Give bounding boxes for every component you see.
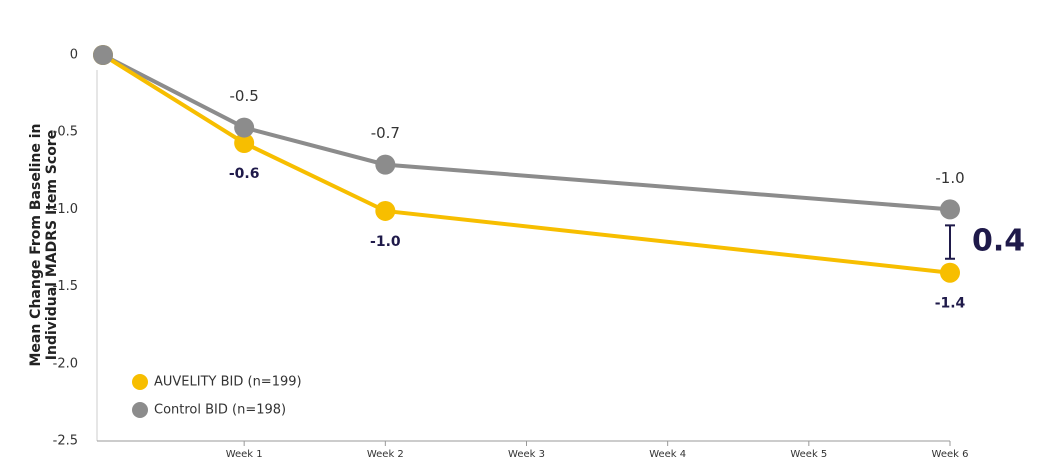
legend-marker <box>132 402 148 418</box>
difference-bracket <box>945 224 955 260</box>
y-axis-label: Mean Change From Baseline in <box>28 123 44 366</box>
data-point <box>93 45 113 65</box>
x-tick-label: Week 1 <box>226 449 263 460</box>
x-tick-label: Week 3 <box>508 449 545 460</box>
value-label: -0.7 <box>371 124 400 142</box>
value-label: -0.5 <box>230 87 259 105</box>
value-label: -1.0 <box>935 169 964 187</box>
data-point <box>375 200 396 221</box>
y-tick-label: -1.0 <box>53 202 78 217</box>
y-tick-label: -0.5 <box>53 125 78 140</box>
series-line <box>101 53 951 275</box>
data-point <box>234 117 255 138</box>
legend-label: AUVELITY BID (n=199) <box>154 375 302 390</box>
x-tick-label: Week 6 <box>932 449 969 460</box>
data-point <box>940 199 960 220</box>
y-tick-label: -1.5 <box>53 279 78 294</box>
legend-label: Control BID (n=198) <box>154 403 286 418</box>
data-point <box>940 262 960 283</box>
y-tick-label: 0 <box>70 48 78 63</box>
value-label: -0.6 <box>229 166 260 182</box>
x-tick-label: Week 2 <box>367 449 404 460</box>
value-label: -1.4 <box>935 296 966 312</box>
legend-marker <box>132 374 148 390</box>
y-axis-label: Individual MADRS Item Score <box>44 130 60 360</box>
x-tick-label: Week 5 <box>790 449 827 460</box>
y-tick-label: -2.0 <box>53 356 78 371</box>
data-point <box>234 133 255 154</box>
x-tick-label: Week 4 <box>649 449 686 460</box>
value-label: -1.0 <box>370 234 401 250</box>
y-tick-label: -2.5 <box>53 434 78 449</box>
series-line <box>102 53 951 212</box>
difference-annotation: 0.4 <box>972 224 1025 259</box>
data-point <box>375 154 396 175</box>
